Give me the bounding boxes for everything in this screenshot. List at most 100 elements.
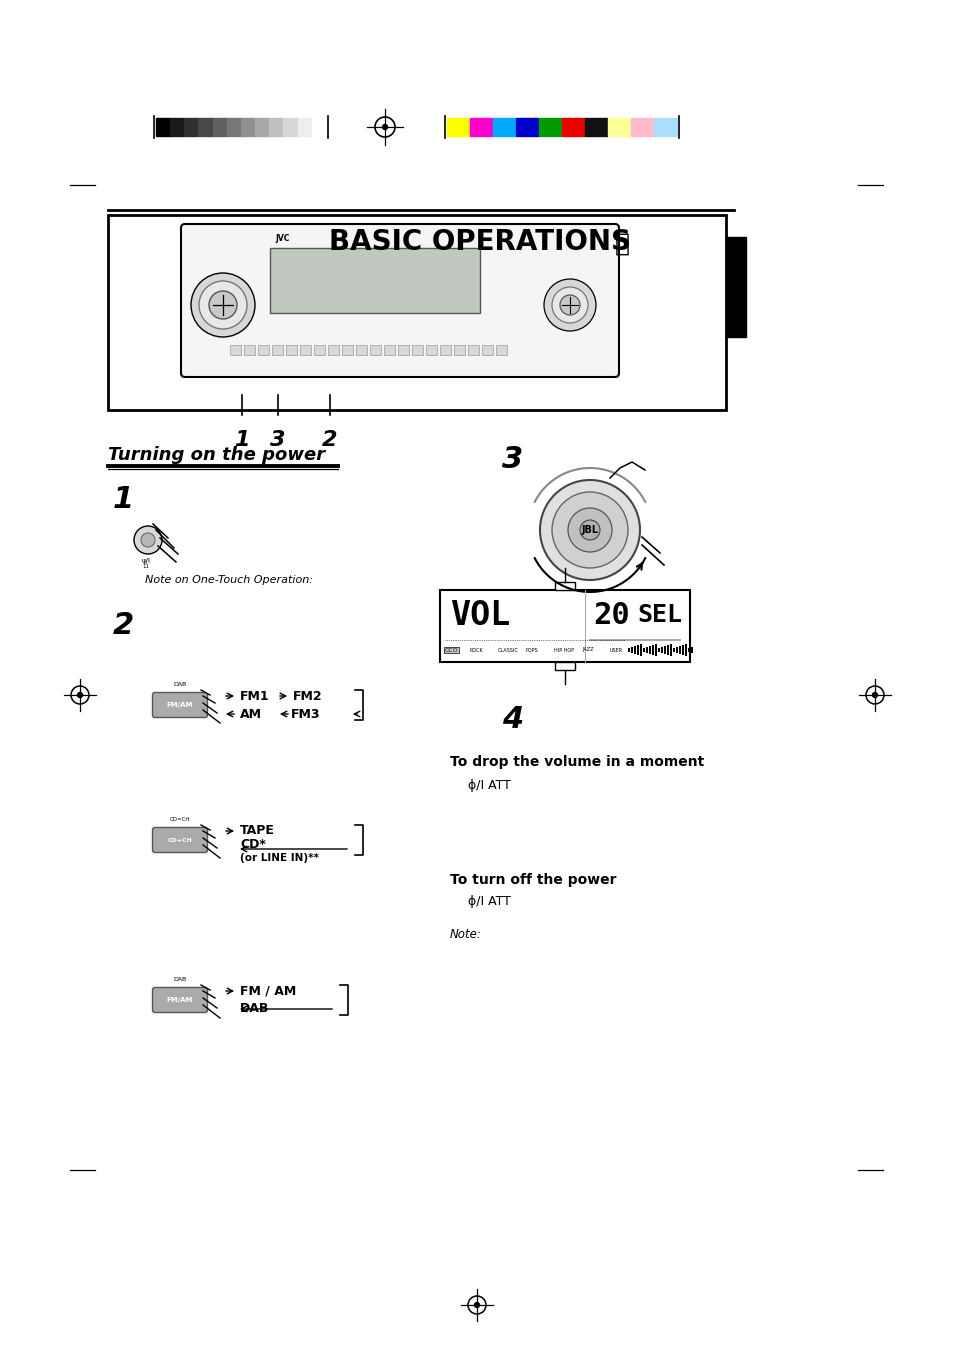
FancyBboxPatch shape [152,988,208,1012]
Bar [687,648,689,653]
Bar [516,118,538,136]
Bar [412,345,422,355]
Text: SEL: SEL [637,603,681,627]
Bar [648,646,650,654]
Bar [272,345,283,355]
Bar [244,345,254,355]
Bar [493,118,516,136]
Bar [481,345,493,355]
Bar [241,118,254,136]
Bar [213,118,227,136]
Bar [227,118,241,136]
Bar [690,647,692,653]
Bar [607,118,630,136]
Bar [584,118,607,136]
Text: CD*: CD* [240,839,266,851]
Bar [658,648,659,653]
Circle shape [77,693,82,697]
Text: 4: 4 [501,705,522,735]
FancyBboxPatch shape [152,693,208,717]
Text: ROCK: ROCK [470,647,483,653]
Text: CD=CH: CD=CH [170,817,190,821]
Bar [312,118,326,136]
Circle shape [141,534,154,547]
Bar [555,582,575,590]
Bar [672,648,675,653]
Bar [341,345,353,355]
Text: To drop the volume in a moment: To drop the volume in a moment [450,755,703,769]
Bar [555,662,575,670]
Text: ψ/I: ψ/I [141,558,151,563]
Circle shape [474,1302,479,1308]
Text: 1: 1 [234,430,250,450]
Bar [328,345,338,355]
Bar [470,118,493,136]
Bar [679,646,680,654]
Bar [538,118,561,136]
Bar [642,648,644,653]
Bar [676,647,678,653]
Text: JBL: JBL [580,526,598,535]
Bar [108,215,725,409]
Bar [634,646,636,654]
Bar [439,590,689,662]
Bar [283,118,297,136]
Text: FM2: FM2 [293,689,322,703]
Text: To turn off the power: To turn off the power [450,873,616,888]
Text: Turning on the power: Turning on the power [108,446,325,463]
Text: BASIC OPERATIONS: BASIC OPERATIONS [329,228,630,255]
Text: DAB: DAB [240,1002,269,1016]
Text: FM/AM: FM/AM [167,997,193,1002]
Circle shape [133,526,162,554]
Bar [468,345,478,355]
Bar [230,345,241,355]
Bar [254,118,269,136]
Text: JVC: JVC [274,234,289,243]
Text: CCO: CCO [444,647,458,653]
Circle shape [567,508,612,553]
Bar [370,345,380,355]
Text: 2: 2 [112,611,134,639]
Text: ϕ/I ATT: ϕ/I ATT [468,778,511,792]
Bar [561,118,584,136]
Text: (or LINE IN)**: (or LINE IN)** [240,852,318,863]
Bar [660,647,662,653]
Text: FM/AM: FM/AM [167,703,193,708]
Bar [198,118,213,136]
Circle shape [539,480,639,580]
Bar [651,644,654,655]
Text: 3: 3 [501,446,522,474]
Bar [297,118,312,136]
Text: USER: USER [609,647,622,653]
Bar [439,345,451,355]
Text: 20: 20 [593,601,629,630]
Bar [286,345,296,355]
Text: 3: 3 [270,430,286,450]
Circle shape [579,520,599,540]
Bar [270,249,479,313]
Bar [655,644,657,657]
Text: CD+CH: CD+CH [168,838,193,843]
Bar [384,345,395,355]
Text: 2: 2 [322,430,337,450]
Circle shape [552,492,627,567]
Bar [681,644,683,655]
Text: 1: 1 [112,485,134,515]
Bar [725,236,745,336]
FancyBboxPatch shape [152,828,208,852]
Bar [663,646,665,654]
Text: 11: 11 [142,563,150,569]
Bar [639,644,641,657]
Bar [257,345,269,355]
Bar [184,118,198,136]
Text: FM / AM: FM / AM [240,985,296,997]
Text: AM: AM [240,708,262,720]
Circle shape [209,290,236,319]
Text: DAB: DAB [173,682,187,688]
Text: DAB: DAB [173,977,187,982]
Text: FM3: FM3 [291,708,320,720]
Circle shape [552,286,587,323]
Circle shape [543,280,596,331]
FancyBboxPatch shape [181,224,618,377]
Bar [299,345,311,355]
